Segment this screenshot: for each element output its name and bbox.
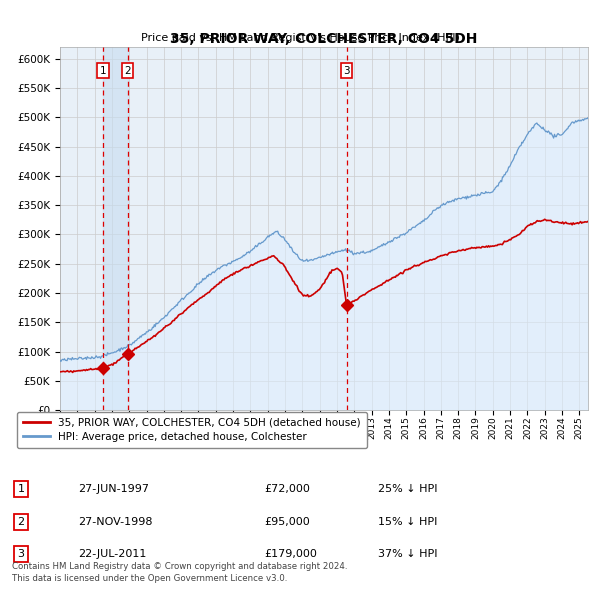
Text: 25% ↓ HPI: 25% ↓ HPI — [378, 484, 437, 494]
Text: £179,000: £179,000 — [264, 549, 317, 559]
Text: 15% ↓ HPI: 15% ↓ HPI — [378, 517, 437, 527]
Text: 2: 2 — [17, 517, 25, 527]
Text: 1: 1 — [17, 484, 25, 494]
Text: 27-NOV-1998: 27-NOV-1998 — [78, 517, 152, 527]
Text: 27-JUN-1997: 27-JUN-1997 — [78, 484, 149, 494]
Text: 22-JUL-2011: 22-JUL-2011 — [78, 549, 146, 559]
Legend: 35, PRIOR WAY, COLCHESTER, CO4 5DH (detached house), HPI: Average price, detache: 35, PRIOR WAY, COLCHESTER, CO4 5DH (deta… — [17, 412, 367, 448]
Text: Price paid vs. HM Land Registry's House Price Index (HPI): Price paid vs. HM Land Registry's House … — [140, 33, 460, 43]
Text: 2: 2 — [124, 66, 131, 76]
Text: 37% ↓ HPI: 37% ↓ HPI — [378, 549, 437, 559]
Text: Contains HM Land Registry data © Crown copyright and database right 2024.
This d: Contains HM Land Registry data © Crown c… — [12, 562, 347, 583]
Text: 3: 3 — [17, 549, 25, 559]
Bar — [103, 47, 128, 410]
Text: £95,000: £95,000 — [264, 517, 310, 527]
Title: 35, PRIOR WAY, COLCHESTER, CO4 5DH: 35, PRIOR WAY, COLCHESTER, CO4 5DH — [170, 32, 478, 46]
Text: 3: 3 — [343, 66, 350, 76]
Text: 1: 1 — [100, 66, 106, 76]
Text: £72,000: £72,000 — [264, 484, 310, 494]
